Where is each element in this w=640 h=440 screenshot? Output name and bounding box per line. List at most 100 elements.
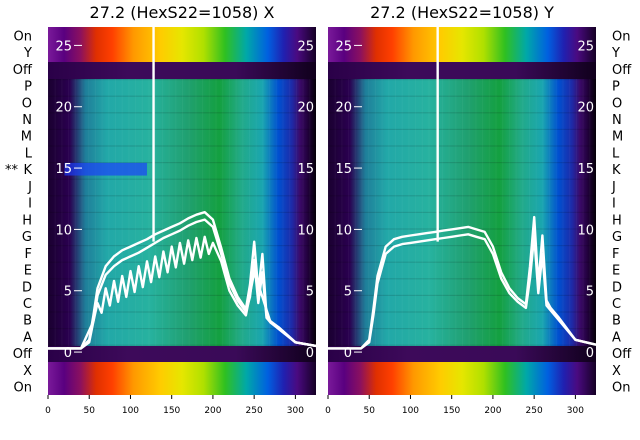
heat-streak (115, 79, 116, 346)
heat-streak (462, 79, 463, 346)
heat-row-seam (328, 128, 596, 130)
row-label: G (22, 230, 32, 245)
y-tick-label-right: 10 (577, 223, 594, 238)
series-line-0 (328, 215, 597, 350)
y-tick-label-right: 0 (306, 346, 314, 361)
x-tick-label: 250 (526, 406, 543, 416)
y-tick-label: 20 (335, 101, 352, 116)
heat-streak (361, 79, 363, 346)
heat-streak (549, 79, 551, 346)
y-tick-label: 0 (64, 346, 72, 361)
row-label: N (612, 113, 622, 128)
heat-streak (354, 79, 356, 346)
heat-streak (401, 79, 403, 346)
y-tick-label-right: 0 (586, 346, 594, 361)
heat-band (328, 27, 596, 62)
x-tick-label: 150 (163, 406, 180, 416)
heat-row-seam (48, 294, 316, 296)
row-label: O (612, 96, 622, 111)
heat-row-seam (48, 145, 316, 147)
heat-streak (374, 79, 376, 346)
row-label: Off (13, 347, 33, 362)
heat-streak (74, 79, 76, 346)
y-tick-label: 20 (55, 101, 72, 116)
row-label: I (28, 197, 32, 212)
x-tick-label: 150 (443, 406, 460, 416)
row-label: G (612, 230, 622, 245)
heat-streak (562, 79, 564, 346)
heat-streak (155, 79, 157, 346)
heat-row-seam (48, 328, 316, 330)
x-tick-label: 50 (84, 406, 96, 416)
row-label: N (22, 113, 32, 128)
heat-streak (148, 79, 150, 346)
row-label: Y (23, 46, 32, 61)
heat-streak (368, 79, 370, 346)
heat-streak (121, 79, 123, 346)
row-label: K (612, 163, 621, 178)
heat-streak (475, 79, 477, 346)
heat-row-seam (328, 95, 596, 97)
heat-row-seam (48, 178, 316, 180)
heat-streak (441, 79, 443, 346)
heat-streak (215, 79, 217, 346)
heat-streak (334, 79, 336, 346)
row-label: On (612, 29, 630, 44)
heat-streak (48, 79, 49, 346)
heat-streak (68, 79, 70, 346)
row-label: On (14, 29, 32, 44)
heat-row-seam (48, 211, 316, 213)
row-label: M (612, 130, 623, 145)
heat-streak (495, 79, 497, 346)
heat-band (48, 27, 316, 62)
series-line-2 (48, 235, 317, 350)
heat-streak (508, 79, 510, 346)
y-tick-label: 10 (335, 223, 352, 238)
row-label: E (612, 264, 620, 279)
heat-streak (381, 79, 383, 346)
y-tick-label-right: 10 (297, 223, 314, 238)
heat-row-seam (48, 162, 316, 164)
heat-band (48, 346, 316, 362)
heat-row-seam (48, 311, 316, 313)
row-label: H (22, 213, 32, 228)
heat-row-seam (48, 195, 316, 197)
heat-streak (408, 79, 410, 346)
row-label: L (25, 146, 33, 161)
x-tick-label: 100 (122, 406, 139, 416)
heat-streak (182, 79, 183, 346)
heat-streak (94, 79, 96, 346)
heat-streak (295, 79, 297, 346)
heat-streak (188, 79, 190, 346)
heat-streak (348, 79, 350, 346)
row-label: A (612, 330, 621, 345)
row-label: P (612, 80, 620, 95)
heat-row-seam (328, 145, 596, 147)
heat-streak (502, 79, 504, 346)
heat-row-seam (328, 79, 596, 81)
row-label: K (23, 163, 32, 178)
row-label: Y (611, 46, 620, 61)
heat-streak (269, 79, 271, 346)
row-label: I (612, 197, 616, 212)
x-tick-label: 0 (45, 406, 51, 416)
heat-band (48, 62, 316, 79)
heat-row-seam (48, 112, 316, 114)
series-line-1 (328, 233, 597, 350)
heat-streak (249, 79, 250, 346)
row-label: M (21, 130, 32, 145)
heat-streak (128, 79, 130, 346)
heat-row-seam (48, 261, 316, 263)
heat-row-seam (328, 311, 596, 313)
row-label: X (23, 364, 32, 379)
right-panel-title: 27.2 (HexS22=1058) Y (370, 3, 554, 22)
heat-streak (395, 79, 396, 346)
row-label: On (14, 381, 32, 396)
heat-streak (435, 79, 437, 346)
heat-streak (255, 79, 257, 346)
row-label: Off (13, 63, 33, 78)
heat-streak (529, 79, 530, 346)
heat-row-seam (328, 211, 596, 213)
